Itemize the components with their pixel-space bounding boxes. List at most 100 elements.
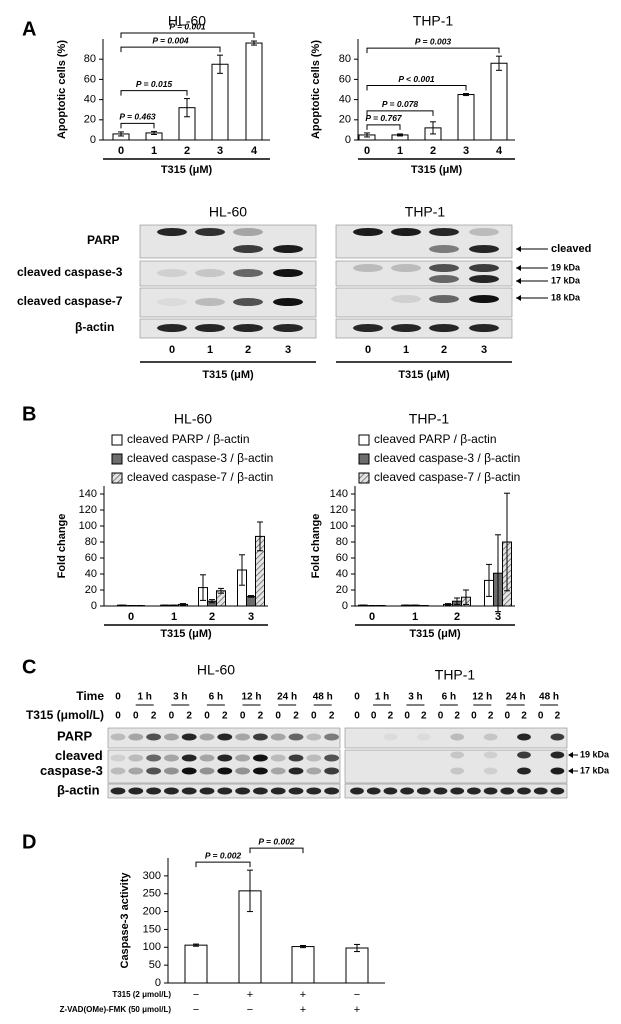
error-bar <box>463 93 469 97</box>
error-bar <box>495 534 501 613</box>
band <box>429 324 459 332</box>
dose-label: 0 <box>538 711 544 722</box>
band <box>353 228 383 236</box>
y-tick-label: 40 <box>84 94 96 106</box>
y-tick-label: 140 <box>79 488 97 500</box>
band <box>146 767 162 775</box>
legend-label: cleaved caspase-3 / β-actin <box>127 451 273 465</box>
p-value: P = 0.463 <box>119 112 156 122</box>
time-label: 24 h <box>506 692 526 703</box>
band <box>416 787 431 795</box>
y-tick-label: 40 <box>85 568 97 580</box>
y-tick-label: 300 <box>143 870 161 882</box>
error-bar <box>180 603 186 606</box>
error-bar <box>248 595 254 598</box>
x-tick-label: 1 <box>171 611 177 623</box>
row-label: cleaved caspase-7 <box>17 294 123 308</box>
band <box>306 754 322 762</box>
y-tick-label: 20 <box>339 114 351 126</box>
x-tick-label: 3 <box>248 611 254 623</box>
band <box>233 324 263 332</box>
time-label: 0 <box>354 692 360 703</box>
x-tick-label: 0 <box>369 611 375 623</box>
lane-label: 1 <box>403 344 409 356</box>
band <box>273 269 303 277</box>
time-label: 0 <box>115 692 121 703</box>
error-bar <box>247 869 253 913</box>
y-tick-label: 140 <box>330 488 348 500</box>
significance-bracket <box>366 110 434 116</box>
y-tick-label: 20 <box>336 584 348 596</box>
error-bar <box>445 603 451 606</box>
right-label: 19 kDa <box>551 262 581 272</box>
band <box>199 754 215 762</box>
band <box>199 733 215 741</box>
chart-title: HL-60 <box>168 13 206 29</box>
band <box>469 295 499 303</box>
band <box>181 754 197 762</box>
y-tick-label: 150 <box>143 923 161 935</box>
y-axis-label: Fold change <box>310 514 322 579</box>
time-label: 24 h <box>277 692 297 703</box>
x-axis-label: T315 (μM) <box>398 369 450 381</box>
band <box>467 787 481 795</box>
band <box>324 767 339 775</box>
significance-bracket <box>120 90 188 96</box>
dose-label: 2 <box>151 711 157 722</box>
condition-value: − <box>247 1004 253 1016</box>
dose-label: 0 <box>471 711 477 722</box>
y-tick-label: 80 <box>336 536 348 548</box>
arrow-head <box>516 295 521 301</box>
legend-swatch <box>358 453 370 465</box>
dose-label: 0 <box>275 711 281 722</box>
error-bar <box>184 98 190 118</box>
time-label: 1 h <box>375 692 389 703</box>
condition-label: Z-VAD(OMe)-FMK (50 μmol/L) <box>60 1005 172 1014</box>
time-heading: Time <box>76 689 104 703</box>
y-tick-label: 60 <box>339 73 351 85</box>
panel-label: D <box>22 831 36 853</box>
lane-label: 3 <box>285 344 291 356</box>
chart-title: HL-60 <box>174 411 212 427</box>
band <box>157 228 187 236</box>
band <box>128 787 144 795</box>
band <box>288 754 304 762</box>
dose-label: 2 <box>329 711 335 722</box>
band <box>195 298 225 306</box>
y-tick-label: 100 <box>143 941 161 953</box>
error-bar <box>209 599 215 604</box>
y-tick-label: 0 <box>91 600 97 612</box>
x-tick-label: 1 <box>151 145 157 157</box>
condition-value: + <box>300 1004 306 1016</box>
band <box>233 245 263 253</box>
time-label: 12 h <box>241 692 261 703</box>
error-bar <box>364 132 370 138</box>
y-tick-label: 20 <box>85 584 97 596</box>
error-bar <box>504 492 510 592</box>
dose-label: 2 <box>186 711 192 722</box>
band <box>483 767 498 775</box>
y-tick-label: 80 <box>339 53 351 65</box>
significance-bracket <box>366 85 467 91</box>
band <box>157 324 187 332</box>
band <box>391 228 421 236</box>
blot-title: THP-1 <box>405 204 446 220</box>
right-label: 17 kDa <box>551 275 581 285</box>
y-tick-label: 50 <box>149 959 161 971</box>
error-bar <box>257 521 263 552</box>
row-label: PARP <box>87 233 119 247</box>
dose-label: 0 <box>204 711 210 722</box>
error-bar <box>496 55 502 71</box>
band <box>217 767 233 775</box>
band <box>391 295 421 303</box>
dose-label: 0 <box>354 711 360 722</box>
band <box>450 751 465 759</box>
band <box>433 787 448 795</box>
legend-swatch <box>111 434 123 446</box>
significance-bracket <box>120 46 221 53</box>
time-label: 48 h <box>313 692 333 703</box>
condition-value: + <box>300 989 306 1001</box>
time-label: 3 h <box>173 692 187 703</box>
dose-label: 0 <box>404 711 410 722</box>
dose-heading: T315 (μmol/L) <box>26 708 104 722</box>
